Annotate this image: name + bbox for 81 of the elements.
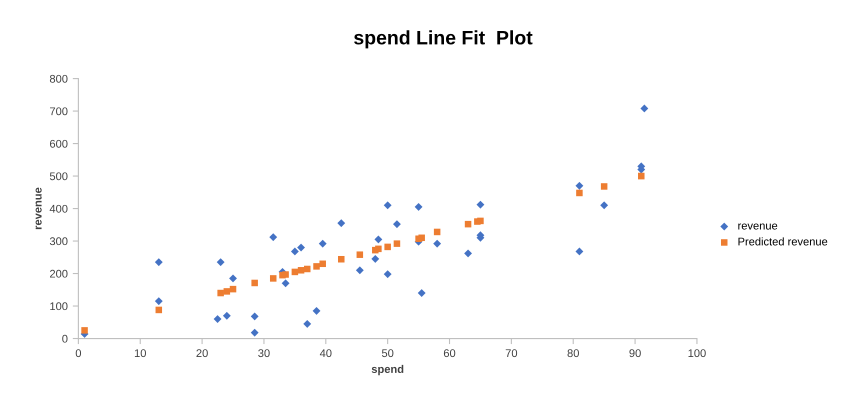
- point: [575, 182, 584, 190]
- point: [313, 263, 320, 270]
- point: [433, 240, 442, 248]
- point: [298, 267, 304, 274]
- point: [250, 328, 259, 337]
- y-axis-title: revenue: [36, 188, 42, 230]
- point: [312, 306, 320, 315]
- x-tick-label: 70: [506, 349, 518, 358]
- point: [318, 240, 327, 248]
- x-tick-label: 0: [76, 349, 82, 358]
- y-tick-label: 500: [50, 172, 68, 180]
- legend-label: revenue: [738, 223, 778, 230]
- x-tick-label: 90: [629, 349, 641, 358]
- point: [319, 260, 326, 268]
- point: [251, 280, 258, 286]
- point: [156, 306, 162, 314]
- y-tick-label: 800: [50, 74, 68, 83]
- y-tick-label: 300: [50, 237, 68, 246]
- point: [270, 275, 276, 282]
- point: [394, 240, 400, 247]
- point: [464, 249, 472, 258]
- point: [374, 235, 382, 244]
- point: [418, 289, 426, 297]
- point: [384, 270, 392, 278]
- x-axis-title: spend: [372, 364, 404, 376]
- point: [214, 315, 222, 323]
- x-tick-label: 20: [196, 349, 208, 358]
- point: [250, 312, 259, 320]
- point: [575, 248, 584, 256]
- legend-label: Predicted revenue: [738, 237, 828, 246]
- point: [384, 201, 392, 210]
- point: [375, 246, 382, 252]
- point: [290, 248, 299, 256]
- point: [371, 254, 380, 263]
- point: [414, 203, 423, 211]
- point: [81, 327, 88, 334]
- point: [224, 288, 230, 295]
- y-tick-label: 600: [50, 140, 68, 148]
- point: [600, 201, 608, 210]
- point: [154, 297, 163, 306]
- point: [418, 234, 425, 242]
- y-tick-label: 100: [50, 302, 68, 310]
- point: [154, 258, 163, 266]
- x-tick-label: 30: [258, 349, 270, 358]
- point: [464, 220, 472, 228]
- point: [600, 183, 608, 190]
- y-tick-label: 700: [50, 107, 68, 116]
- point: [640, 104, 648, 112]
- point: [356, 266, 364, 274]
- point: [393, 220, 401, 228]
- point: [356, 251, 364, 258]
- point: [217, 290, 224, 296]
- point: [292, 268, 298, 276]
- point: [338, 256, 345, 262]
- point: [297, 244, 305, 252]
- point: [282, 271, 289, 278]
- point: [269, 233, 278, 242]
- point: [282, 279, 290, 288]
- point: [384, 244, 391, 250]
- x-tick-label: 50: [382, 349, 394, 358]
- point: [230, 286, 236, 292]
- y-tick-label: 0: [62, 334, 68, 343]
- point: [304, 266, 311, 272]
- point: [434, 228, 440, 236]
- point: [303, 320, 312, 328]
- point: [222, 312, 231, 320]
- y-tick-label: 200: [50, 270, 68, 278]
- point: [337, 219, 346, 228]
- x-tick-label: 100: [688, 349, 706, 358]
- x-tick-label: 10: [134, 349, 146, 358]
- point: [229, 274, 237, 282]
- x-tick-label: 40: [320, 349, 332, 358]
- chart-title: spend Line Fit Plot: [354, 30, 532, 48]
- y-tick-label: 400: [50, 204, 68, 213]
- point: [476, 200, 484, 209]
- point: [477, 218, 484, 224]
- point: [576, 190, 583, 196]
- x-tick-label: 80: [568, 349, 579, 358]
- x-tick-label: 60: [444, 349, 456, 358]
- point: [216, 258, 225, 266]
- point: [638, 172, 645, 180]
